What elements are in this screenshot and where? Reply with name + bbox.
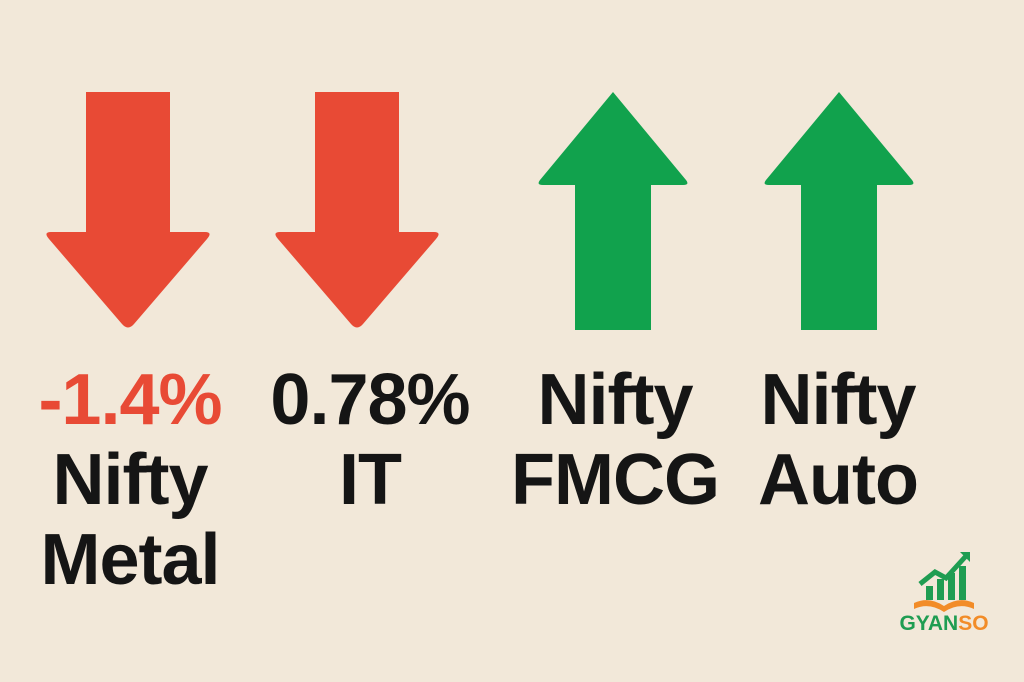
fmcg-name-line2: FMCG (511, 440, 720, 520)
wordmark-part-a: GYAN (899, 612, 959, 635)
metal-name-line1: Nifty (52, 440, 209, 520)
it-name-line1: IT (339, 440, 402, 520)
metal-change-value: -1.4% (38, 360, 222, 440)
wordmark-part-b: SO (958, 612, 989, 635)
metal-down-arrow-icon (46, 92, 210, 328)
auto-name-line2: Auto (758, 440, 919, 520)
fmcg-sector-label: Nifty FMCG (505, 360, 725, 520)
metal-sector-label: -1.4% Nifty Metal (20, 360, 240, 600)
it-change-value: 0.78% (270, 360, 470, 440)
gyanso-logo: GYANSO (896, 548, 992, 640)
auto-sector-label: Nifty Auto (738, 360, 938, 520)
gyanso-wordmark: GYANSO (896, 612, 992, 636)
fmcg-up-arrow-icon (538, 92, 688, 330)
growth-book-icon (914, 552, 974, 612)
auto-up-arrow-icon (764, 92, 914, 330)
it-sector-label: 0.78% IT (260, 360, 480, 520)
fmcg-name-line1: Nifty (537, 360, 694, 440)
auto-name-line1: Nifty (760, 360, 917, 440)
metal-name-line2: Metal (40, 520, 220, 600)
it-down-arrow-icon (275, 92, 439, 328)
